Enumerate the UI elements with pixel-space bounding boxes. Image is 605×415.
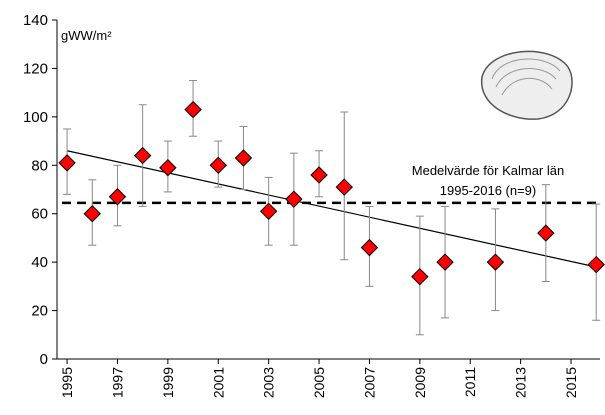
data-point	[360, 238, 379, 257]
data-point	[108, 188, 127, 206]
x-tick-label: 2003	[261, 367, 277, 398]
y-tick-label: 20	[31, 303, 48, 320]
x-tick-label: 2011	[462, 367, 478, 397]
x-tick-label: 2013	[513, 367, 529, 398]
x-tick-label: 2007	[361, 367, 377, 398]
shell-illustration	[481, 50, 573, 120]
x-tick-label: 2009	[412, 367, 428, 398]
data-point	[133, 146, 152, 165]
reference-label: 1995-2016 (n=9)	[440, 183, 537, 198]
data-point	[58, 154, 76, 172]
x-tick-label: 2005	[311, 367, 327, 398]
y-tick-label: 120	[23, 60, 48, 77]
data-point	[335, 178, 353, 196]
x-tick-label: 1995	[59, 367, 75, 398]
data-point	[209, 156, 227, 174]
data-point	[587, 255, 605, 274]
data-point	[259, 202, 278, 221]
data-point	[285, 190, 303, 208]
data-point	[310, 166, 328, 184]
data-point	[184, 100, 202, 119]
data-point	[436, 253, 454, 271]
y-tick-label: 60	[31, 206, 48, 223]
x-tick-label: 2015	[563, 367, 579, 398]
data-point	[159, 158, 177, 177]
x-tick-label: 2001	[210, 367, 226, 398]
y-tick-label: 100	[23, 109, 48, 126]
y-tick-label: 40	[31, 254, 48, 271]
data-point	[537, 224, 555, 242]
data-point	[411, 267, 429, 286]
data-point	[486, 253, 505, 271]
data-point	[234, 149, 253, 167]
y-tick-label: 80	[31, 157, 48, 174]
y-tick-label: 140	[23, 12, 48, 29]
y-tick-label: 0	[40, 351, 48, 368]
x-tick-label: 1997	[109, 367, 125, 398]
trend-line	[66, 150, 597, 268]
reference-label: Medelvärde för Kalmar län	[412, 163, 564, 178]
x-tick-label: 1999	[160, 367, 176, 398]
y-unit-label: gWW/m²	[61, 28, 112, 43]
data-point	[83, 205, 101, 223]
